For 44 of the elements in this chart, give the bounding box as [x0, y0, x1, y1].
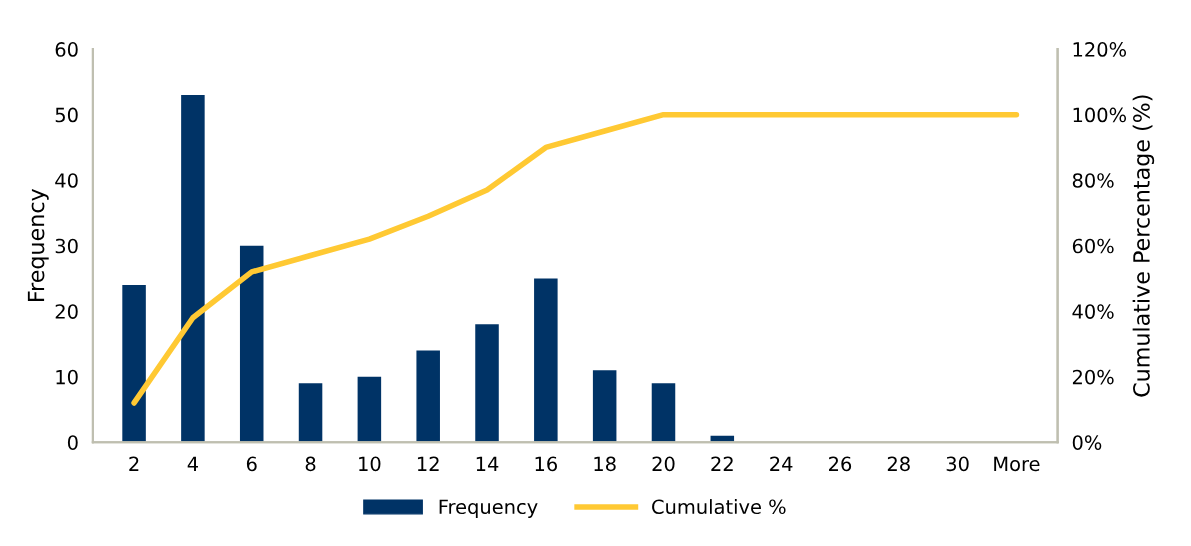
bar — [122, 285, 146, 443]
bar — [357, 376, 382, 443]
bar — [239, 245, 264, 443]
y-tick-label: 30 — [55, 238, 78, 254]
x-tick-label: 16 — [535, 456, 557, 472]
x-tick-label: 12 — [417, 456, 439, 471]
y2-tick-label: 100% — [1073, 107, 1127, 123]
y-tick-label: 60 — [55, 42, 78, 57]
x-tick-label: 24 — [770, 456, 793, 471]
bar — [181, 95, 205, 443]
y-axis-title: Frequency — [27, 188, 49, 301]
y2-tick-label: 40% — [1072, 304, 1114, 319]
x-tick-label: 4 — [187, 456, 198, 471]
x-tick-label: 26 — [829, 456, 852, 472]
y-tick-label: 20 — [55, 304, 78, 319]
y2-tick-label: 60% — [1072, 238, 1114, 254]
y2-axis-title: Cumulative Percentage (%) — [1132, 95, 1155, 397]
bar — [475, 324, 499, 443]
y-tick-label: 40 — [55, 173, 78, 188]
y2-tick-label: 80% — [1072, 173, 1114, 188]
legend-label: Frequency — [439, 499, 538, 518]
x-tick-label: 30 — [946, 456, 969, 472]
x-tick-label: 28 — [887, 456, 910, 472]
y2-tick-label: 120% — [1073, 42, 1127, 57]
x-tick-label: 18 — [594, 456, 616, 472]
bar — [534, 278, 558, 443]
x-tick-label: 2 — [129, 456, 139, 471]
bar — [416, 350, 440, 443]
x-tick-label: 20 — [652, 456, 675, 472]
y-tick-label: 0 — [67, 435, 78, 450]
legend-label: Cumulative % — [652, 499, 786, 515]
x-tick-label: 22 — [711, 456, 733, 471]
bar — [298, 383, 323, 443]
x-tick-label: 10 — [359, 456, 381, 472]
y2-tick-label: 0% — [1072, 435, 1102, 450]
y2-tick-label: 20% — [1072, 369, 1114, 385]
y-tick-label: 50 — [55, 107, 78, 123]
x-tick-label: 6 — [246, 456, 257, 472]
x-tick-label: More — [994, 456, 1040, 472]
bar — [592, 370, 617, 443]
x-tick-label: 8 — [305, 456, 316, 472]
x-tick-label: 14 — [476, 456, 499, 471]
bar — [651, 383, 676, 443]
y-tick-label: 10 — [56, 369, 78, 385]
